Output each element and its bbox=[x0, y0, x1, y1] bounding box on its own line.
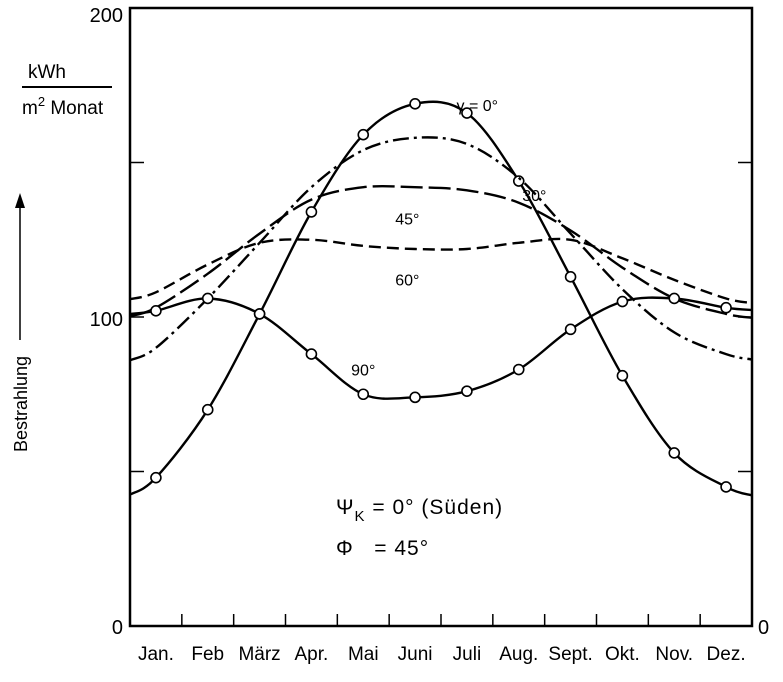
data-point bbox=[201, 403, 214, 416]
data-point bbox=[616, 295, 629, 308]
data-point bbox=[150, 471, 162, 484]
y-axis-label: Bestrahlung bbox=[11, 356, 31, 452]
ticks-layer bbox=[130, 161, 752, 626]
data-point bbox=[357, 128, 370, 141]
plot-frame bbox=[128, 6, 754, 628]
series-label: 30° bbox=[522, 188, 546, 205]
series-label: 90° bbox=[351, 363, 375, 380]
data-point bbox=[461, 385, 473, 397]
x-tick-label: Mai bbox=[348, 644, 379, 665]
x-tick-label: Feb bbox=[191, 644, 224, 665]
x-tick-label: Jan. bbox=[138, 644, 174, 665]
annotation-phi: Φ = 45° bbox=[336, 537, 429, 560]
series-line-0 bbox=[129, 100, 753, 497]
data-point bbox=[720, 301, 732, 314]
x-tick-label: Aug. bbox=[499, 644, 538, 665]
annotation-psi: ΨK = 0° (Süden) bbox=[336, 496, 503, 525]
y-axis-arrow-head bbox=[15, 193, 25, 208]
data-point bbox=[512, 363, 525, 376]
series-label: 45° bbox=[395, 211, 419, 228]
data-point bbox=[305, 206, 318, 218]
series-line-4 bbox=[129, 296, 753, 400]
unit-top: kWh bbox=[28, 62, 66, 83]
annotation-psi-sub: K bbox=[355, 508, 366, 525]
data-point bbox=[668, 292, 681, 305]
data-point bbox=[616, 369, 629, 382]
data-point bbox=[357, 388, 370, 401]
x-tick-label: Okt. bbox=[605, 644, 640, 665]
x-tick-label: Dez. bbox=[707, 644, 746, 665]
y-tick-0: 0 bbox=[112, 617, 123, 639]
annotation-psi-symbol: Ψ bbox=[336, 496, 355, 519]
series-layer bbox=[129, 97, 753, 497]
series-line-2 bbox=[129, 184, 753, 319]
series-label: γ = 0° bbox=[457, 98, 499, 115]
data-point bbox=[512, 175, 525, 187]
y-tick-200: 200 bbox=[90, 5, 123, 27]
x-tick-label: Juli bbox=[453, 644, 482, 665]
x-tick-label: März bbox=[238, 644, 280, 665]
x-tick-label: Sept. bbox=[548, 644, 592, 665]
data-point bbox=[253, 308, 266, 320]
unit-bottom-base: m bbox=[22, 98, 38, 119]
data-point bbox=[150, 305, 162, 317]
x-tick-label: Nov. bbox=[655, 644, 693, 665]
data-point bbox=[201, 292, 214, 305]
data-point bbox=[564, 323, 577, 336]
data-point bbox=[668, 447, 681, 459]
series-line-1 bbox=[129, 136, 753, 362]
y-tick-right-0: 0 bbox=[758, 617, 769, 639]
data-point bbox=[409, 97, 421, 110]
unit-bottom-rest: Monat bbox=[45, 98, 104, 119]
unit-bottom: m2 Monat bbox=[22, 94, 104, 119]
data-point bbox=[409, 391, 421, 404]
x-tick-label: Apr. bbox=[295, 644, 329, 665]
y-tick-100: 100 bbox=[90, 309, 123, 331]
data-point bbox=[305, 348, 318, 360]
data-point bbox=[720, 481, 732, 493]
x-tick-label: Juni bbox=[398, 644, 433, 665]
annotation-psi-rest: = 0° (Süden) bbox=[366, 496, 504, 519]
series-line-3 bbox=[129, 237, 753, 305]
data-point bbox=[461, 107, 473, 119]
labels-layer: Jan. Feb März Apr. Mai Juni Juli Aug. Sept. Okt. N… bbox=[138, 98, 746, 665]
data-point bbox=[564, 271, 577, 283]
series-label: 60° bbox=[395, 273, 419, 290]
unit-bottom-sup: 2 bbox=[38, 94, 45, 109]
